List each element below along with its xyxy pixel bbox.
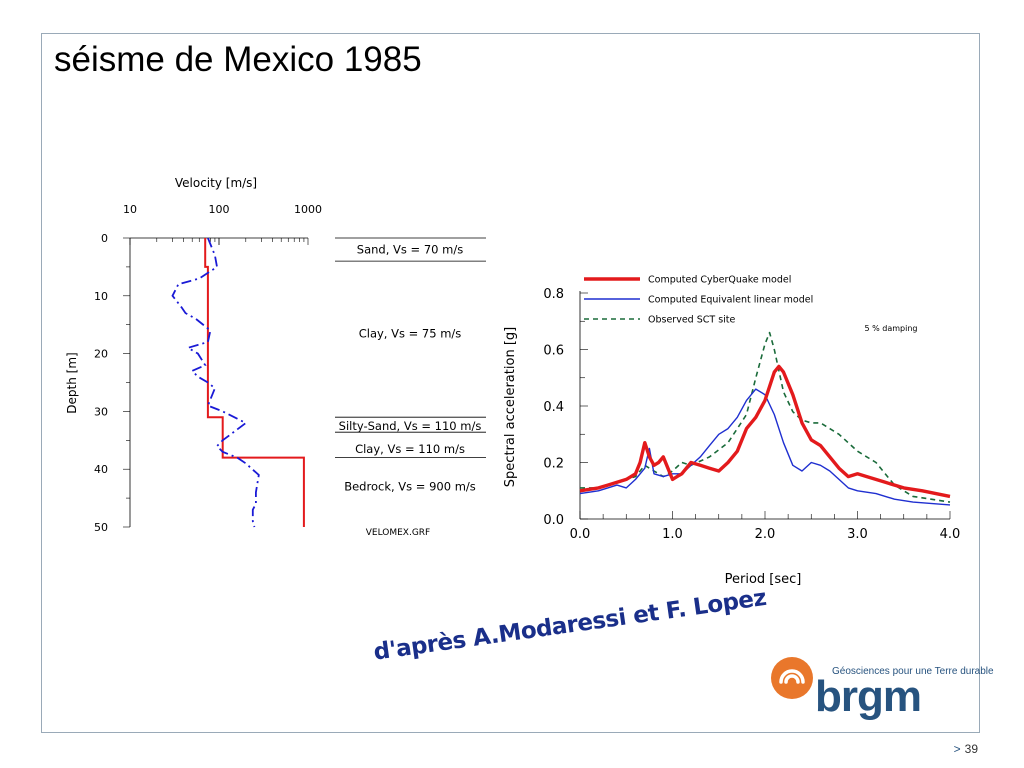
slide-frame [41,33,980,733]
spectrum-x-tick-label: 0.0 [570,527,591,542]
spectrum-y-tick-label: 0.4 [543,400,564,415]
legend-label: Computed Equivalent linear model [648,295,813,306]
profile-computed-line [204,238,305,527]
layer-label: Silty-Sand, Vs = 110 m/s [339,419,482,433]
spectrum-x-label: Period [sec] [725,572,802,587]
brgm-tagline: Géosciences pour une Terre durable [832,666,994,677]
profile-series [171,237,305,528]
spectrum-y-tick-label: 0.8 [543,287,564,302]
spectrum-x-tick-label: 2.0 [755,527,776,542]
profile-x-title: Velocity [m/s] [175,176,257,190]
page-number-value: 39 [964,742,978,756]
profile-axes [123,237,309,528]
legend-label: Computed CyberQuake model [648,275,791,286]
layer-label: Clay, Vs = 75 m/s [359,326,462,340]
layer-labels: Sand, Vs = 70 m/s Clay, Vs = 75 m/s Silty-… [335,237,486,494]
profile-x-tick-label: 100 [209,203,230,216]
profile-file-label: VELOMEX.GRF [366,528,431,538]
profile-y-tick-label: 20 [94,348,108,361]
response-spectrum-chart: 0.0 1.0 2.0 3.0 4.0 0.0 0.2 0.4 0.6 0.8 Computed… [503,275,961,588]
profile-y-tick-label: 40 [94,463,108,476]
spectrum-x-tick-labels: 0.0 1.0 2.0 3.0 4.0 [570,527,961,542]
spectrum-x-tick-label: 3.0 [847,527,868,542]
spectrum-series [579,331,951,506]
profile-y-tick-label: 30 [94,405,108,418]
profile-x-tick-labels: 10 100 1000 [123,203,322,216]
velocity-profile-chart: Velocity [m/s] 10 100 1000 0 10 20 30 40 50 Dep… [65,176,486,538]
slide-title: séisme de Mexico 1985 [54,40,422,79]
profile-y-tick-label: 0 [101,232,108,245]
layer-label: Clay, Vs = 110 m/s [355,442,465,456]
profile-x-tick-label: 1000 [294,203,322,216]
equivalent-linear-line [579,388,951,506]
spectrum-y-tick-labels: 0.0 0.2 0.4 0.6 0.8 [543,287,564,528]
profile-y-tick-label: 50 [94,521,108,534]
spectrum-y-tick-label: 0.6 [543,344,564,359]
spectrum-legend: Computed CyberQuake model Computed Equiva… [584,275,813,326]
layer-label: Bedrock, Vs = 900 m/s [344,480,476,494]
spectrum-y-tick-label: 0.0 [543,513,564,528]
brgm-wordmark: brgm [815,672,922,721]
spectrum-y-label: Spectral acceleration [g] [503,327,518,487]
spectrum-x-tick-label: 4.0 [940,527,961,542]
profile-x-tick-label: 10 [123,203,137,216]
spectrum-x-tick-label: 1.0 [662,527,683,542]
page-marker: > [953,742,961,756]
layer-label: Sand, Vs = 70 m/s [357,243,463,257]
brgm-logo-icon [771,657,813,699]
profile-y-label: Depth [m] [65,352,79,413]
profile-y-tick-labels: 0 10 20 30 40 50 [94,232,108,534]
legend-label: Observed SCT site [648,315,736,326]
spectrum-y-tick-label: 0.2 [543,457,564,472]
cyberquake-line [579,364,951,499]
page-number: >39 [954,742,978,756]
profile-observed-line [171,237,260,528]
damping-annotation: 5 % damping [865,324,918,333]
observed-sct-line [580,331,951,503]
profile-y-tick-label: 10 [94,290,108,303]
